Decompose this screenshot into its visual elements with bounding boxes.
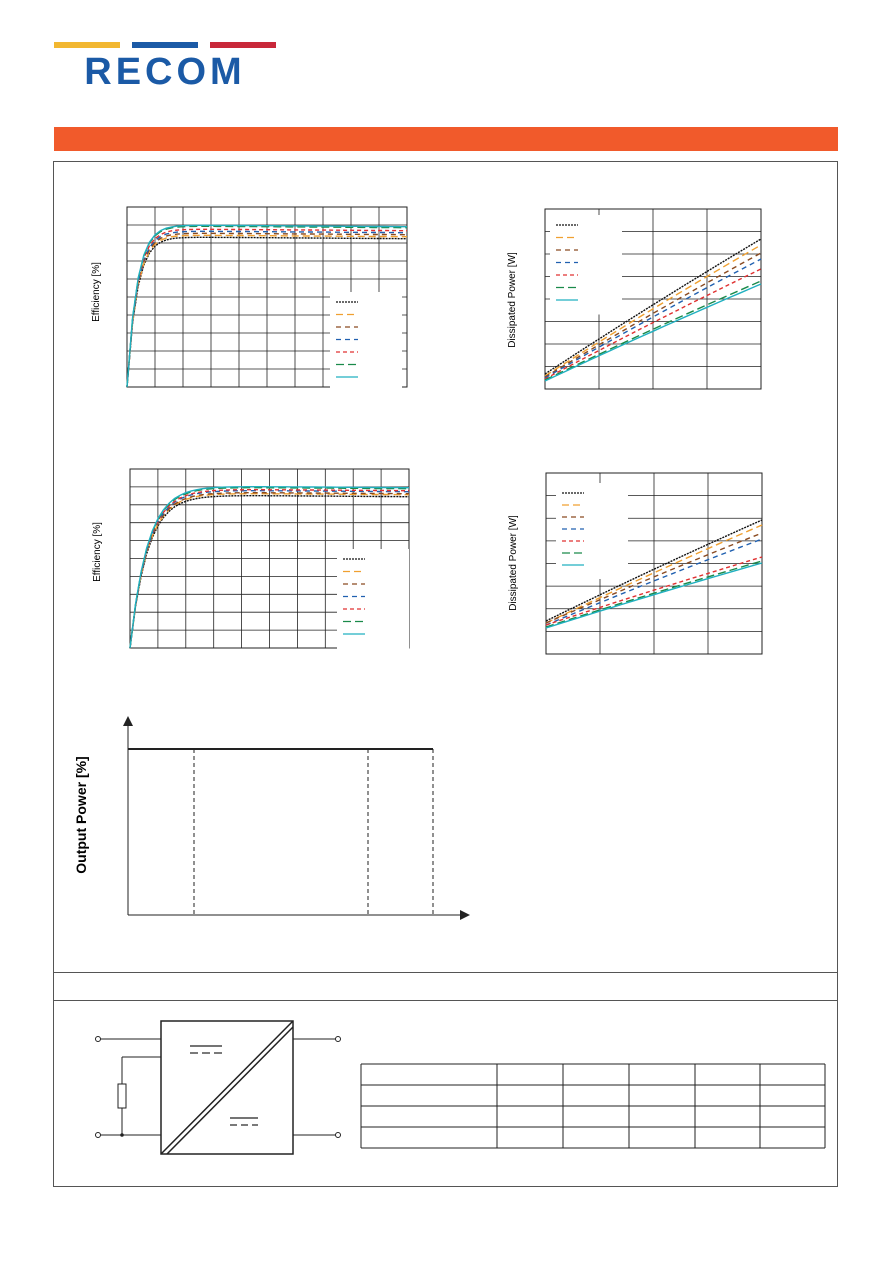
junction-dot xyxy=(120,1133,124,1137)
series-lines xyxy=(545,519,763,629)
series-line xyxy=(544,252,762,378)
section-divider xyxy=(53,1000,838,1001)
recom-logo: RECOM xyxy=(54,42,276,93)
y-axis-label: Efficiency [%] xyxy=(91,262,102,322)
legend-box xyxy=(330,292,402,392)
series-line xyxy=(545,560,763,628)
series-line xyxy=(126,234,407,388)
series-lines xyxy=(129,486,409,649)
logo-text: RECOM xyxy=(84,51,245,90)
series-line xyxy=(545,556,763,626)
series-line xyxy=(545,524,763,624)
series-line xyxy=(129,492,409,649)
logo-blue-stripe xyxy=(132,42,198,48)
series-line xyxy=(544,283,762,382)
input-terminal xyxy=(95,1132,101,1138)
series-line xyxy=(126,228,407,388)
logo-yellow-stripe xyxy=(54,42,120,48)
grid xyxy=(545,209,761,389)
section-divider xyxy=(53,972,838,973)
output-terminal xyxy=(335,1036,341,1042)
output-terminal xyxy=(335,1132,341,1138)
series-lines xyxy=(126,224,407,388)
efficiency-chart-1: Efficiency [%] xyxy=(91,206,408,392)
logo-red-stripe xyxy=(210,42,276,48)
content-frame xyxy=(53,161,838,1187)
series-line xyxy=(544,238,762,375)
input-terminal xyxy=(95,1036,101,1042)
efficiency-chart-2: Efficiency [%] xyxy=(92,468,410,649)
trim-circuit-diagram xyxy=(95,1020,341,1155)
legend-box xyxy=(550,215,622,315)
series-line xyxy=(126,224,407,388)
derating-chart: Output Power [%] xyxy=(73,716,470,920)
y-axis-label: Output Power [%] xyxy=(73,756,89,873)
series-line xyxy=(129,486,409,649)
legend xyxy=(330,292,402,392)
legend xyxy=(337,549,409,649)
series-line xyxy=(129,495,409,649)
dc-symbol-input xyxy=(190,1045,222,1054)
y-axis-label: Efficiency [%] xyxy=(92,522,103,582)
dissipated-power-chart-2: Dissipated Power [W] xyxy=(508,472,763,655)
series-line xyxy=(544,280,762,381)
series-line xyxy=(544,268,762,380)
legend xyxy=(556,483,628,579)
trim-table xyxy=(360,1063,826,1149)
series-line xyxy=(129,487,409,649)
series-line xyxy=(126,230,407,388)
series-line xyxy=(126,236,407,388)
series-line xyxy=(545,538,763,626)
series-line xyxy=(129,493,409,649)
series-line xyxy=(126,232,407,388)
trim-resistor xyxy=(117,1083,127,1109)
dissipated-power-chart-1: Dissipated Power [W] xyxy=(507,208,762,390)
legend-box xyxy=(556,483,628,579)
section-header-bar xyxy=(54,127,838,151)
series-line xyxy=(545,532,763,624)
dc-symbol-output xyxy=(230,1117,258,1126)
series-line xyxy=(129,490,409,649)
series-line xyxy=(545,519,763,622)
legend xyxy=(550,215,622,315)
diagonal-divider xyxy=(160,1020,294,1155)
series-line xyxy=(126,225,407,388)
y-axis-label: Dissipated Power [W] xyxy=(508,515,519,611)
series-line xyxy=(545,562,763,629)
legend-box xyxy=(337,549,409,649)
series-lines xyxy=(544,238,762,382)
series-line xyxy=(129,489,409,649)
y-axis-label: Dissipated Power [W] xyxy=(507,252,518,348)
series-line xyxy=(544,244,762,377)
